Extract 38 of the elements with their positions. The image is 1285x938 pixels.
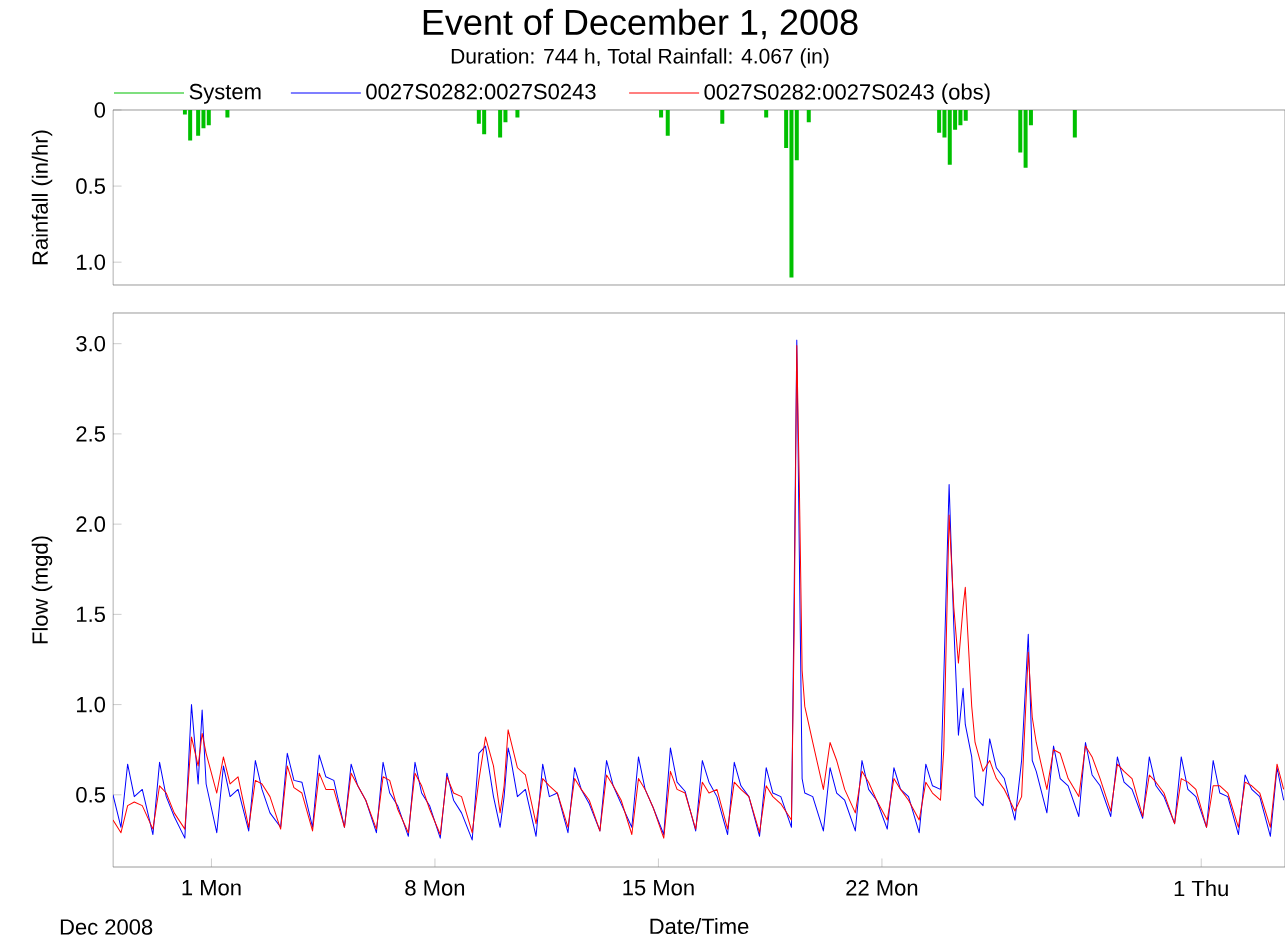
x-tick-label: 8 Mon [405,880,465,896]
y-tick-label: 0 [94,102,106,118]
legend-label: 0027S0282:0027S0243 [366,83,596,100]
y-tick-label: 2.5 [76,426,105,442]
y-tick-label: 0.5 [76,178,105,194]
bar [720,110,725,124]
bar [225,110,230,118]
bar [963,110,968,121]
bar [937,110,942,133]
y-tick-label: 2.0 [76,516,106,532]
chart-subtitle: Duration: 744 h, Total Rainfall: 4.067 (in) [451,48,829,68]
x-tick-label: 1 Thu [1174,880,1228,897]
x-axis-title: Date/Time [650,917,749,935]
bar [659,110,664,118]
y-tick-label: 1.5 [77,606,105,623]
x-tick-label: 15 Mon [623,880,694,896]
x-tick-label: 1 Mon [182,880,241,896]
chart-title: Event of December 1, 2008 [423,8,858,40]
bar [498,110,503,138]
y-axis-title: Flow (mgd) [31,536,53,644]
bar [515,110,520,118]
bar [794,110,799,161]
bar [764,110,769,118]
bar [806,110,811,123]
bar [1072,110,1077,138]
y-tick-label: 0.5 [76,787,105,803]
y-tick-label: 1.0 [77,696,106,713]
text: Dec 2008 [60,919,153,935]
y-tick-label: 3.0 [76,335,106,352]
bar [665,110,670,136]
bar [196,110,201,136]
bar [206,110,211,126]
y-axis-title: Rainfall (in/hr) [31,130,53,265]
legend-label: 0027S0282:0027S0243 (obs) [704,83,990,105]
legend-label: System [189,83,261,104]
bar [1018,110,1023,153]
y-tick-label: 1.0 [77,254,106,270]
x-tick-label: 22 Mon [846,880,918,896]
